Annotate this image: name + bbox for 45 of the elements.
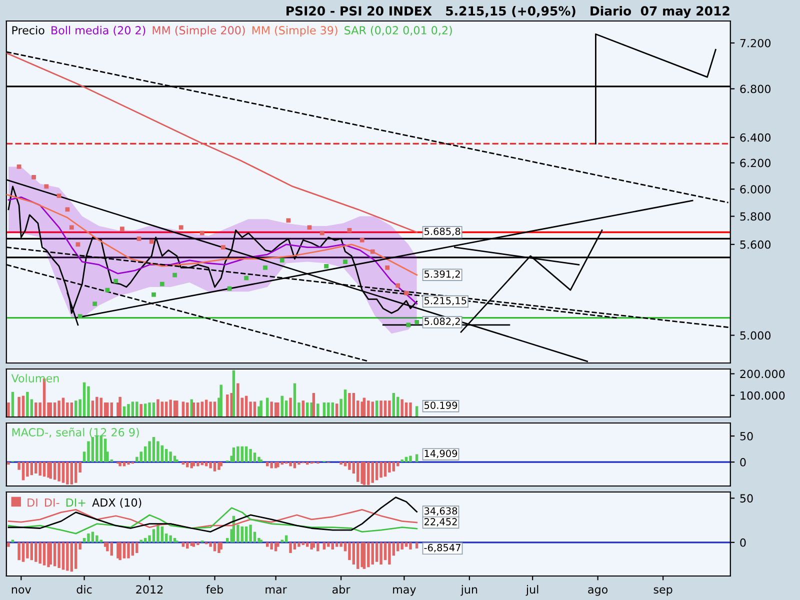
x-tick-label: nov [12, 587, 32, 594]
text: MM (Simple 200) [152, 26, 245, 37]
y-tick-label: 5.600 [740, 240, 770, 249]
series-label: DI+ [66, 498, 86, 507]
x-tick-label: dic [76, 585, 92, 594]
x-tick-label: abr [332, 585, 350, 594]
y-tick-label: 50 [740, 432, 753, 440]
x-tick-label: mar [266, 587, 287, 594]
annotation: 5.082,2 [424, 318, 460, 326]
x-tick-label: ago [588, 587, 608, 596]
annotation: 34,638 [424, 507, 458, 516]
annotation: 5.685,8 [424, 228, 460, 236]
text: Precio [12, 26, 44, 34]
x-tick-label: 2012 [136, 585, 163, 594]
x-tick-label: may [393, 587, 416, 596]
series-label: Volumen [11, 374, 59, 382]
legend-label: DI [28, 498, 38, 507]
annotation: -6,8547 [424, 544, 460, 552]
y-tick-label: 0 [740, 458, 746, 466]
y-tick-label: 0 [740, 538, 746, 547]
y-tick-label: 100.000 [740, 391, 785, 400]
chart-title: PSI20 - PSI 20 INDEX 5.215,15 (+0,95%) Diario 07 may 2012 [286, 6, 730, 18]
x-tick-label: feb [206, 585, 224, 594]
series-label: ADX (10) [92, 498, 142, 508]
x-tick-label: jun [460, 585, 478, 596]
y-tick-label: 5.000 [740, 331, 770, 340]
y-tick-label: 6.000 [740, 185, 770, 194]
text: SAR (0,02 0,01 0,2) [344, 26, 452, 36]
annotation: 50.199 [424, 402, 458, 409]
series-label: DI- [45, 498, 60, 507]
annotation: 5.215,15 [424, 296, 466, 306]
y-tick-label: 50 [740, 494, 753, 503]
y-tick-label: 6.400 [740, 133, 770, 142]
x-tick-label: sep [654, 587, 672, 596]
y-tick-label: 7.200 [740, 38, 770, 48]
y-tick-label: 200.000 [740, 370, 785, 378]
y-tick-label: 6.200 [740, 158, 770, 168]
annotation: 14,909 [424, 450, 458, 458]
annotation: 5.391,2 [424, 270, 460, 279]
annotation: 22,452 [424, 518, 457, 526]
x-tick-label: jul [526, 585, 538, 596]
text: MM (Simple 39) [252, 26, 338, 37]
text: Boll media (20 2) [52, 26, 146, 36]
y-tick-label: 6.800 [740, 84, 770, 94]
y-tick-label: 5.800 [740, 212, 770, 221]
